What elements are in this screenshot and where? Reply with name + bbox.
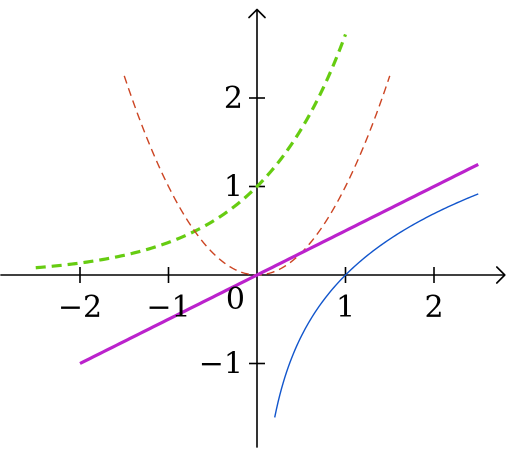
y-tick-label: −1 [199, 347, 243, 382]
x-tick-label: 2 [424, 290, 443, 325]
curve-x-2 [79, 162, 479, 365]
curve-e-x [35, 33, 347, 270]
tick-labels: −2 −1 1 2 −1 1 2 0 [58, 81, 444, 382]
y-axis-arrow [248, 8, 266, 19]
x-tick-label: −2 [58, 290, 102, 325]
curves [35, 33, 479, 418]
axes [0, 8, 506, 448]
x-tick-label: −1 [146, 290, 190, 325]
y-tick-label: 1 [224, 170, 243, 205]
origin-label: 0 [226, 282, 245, 317]
x-tick-label: 1 [336, 290, 355, 325]
y-tick-label: 2 [224, 81, 243, 116]
x-axis-arrow [496, 266, 506, 284]
curve-ln-x [274, 193, 479, 418]
